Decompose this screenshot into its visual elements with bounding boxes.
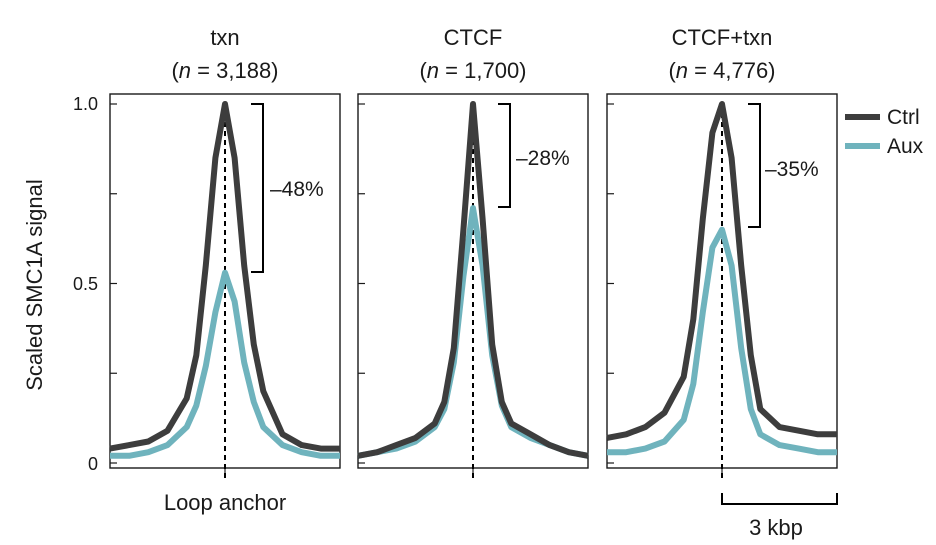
panel-subtitle: (n = 1,700) — [419, 58, 526, 83]
y-tick-label-0: 0 — [88, 454, 98, 474]
panel-subtitle: (n = 4,776) — [668, 58, 775, 83]
panel-ctcf-txn: CTCF+txn (n = 4,776) –35% — [606, 25, 838, 482]
n-value: = 3,188) — [197, 58, 278, 83]
panel-txn: txn (n = 3,188) –48% — [109, 25, 341, 482]
n-value: = 1,700) — [445, 58, 526, 83]
reduction-label: –35% — [765, 158, 819, 181]
reduction-label: –28% — [516, 147, 570, 170]
legend-label-ctrl: Ctrl — [887, 106, 920, 129]
n-symbol: n — [676, 58, 688, 83]
y-ticks — [110, 103, 226, 476]
aux-line — [607, 226, 837, 456]
aux-line — [110, 269, 340, 459]
panel-ctcf: CTCF (n = 1,700) –28% — [357, 25, 589, 482]
panel-title: CTCF — [444, 25, 503, 50]
reduction-label: –48% — [270, 178, 324, 201]
panel-title: CTCF+txn — [672, 25, 773, 50]
reduction-bracket — [251, 103, 264, 273]
x-axis-label: Loop anchor — [164, 490, 286, 515]
n-value: = 4,776) — [694, 58, 775, 83]
reduction-bracket — [748, 103, 761, 228]
scale-bar-label: 3 kbp — [749, 515, 803, 540]
y-tick-label-0-5: 0.5 — [73, 274, 98, 294]
reduction-bracket — [498, 103, 511, 208]
n-symbol: n — [179, 58, 191, 83]
panel-subtitle: (n = 3,188) — [171, 58, 278, 83]
ctrl-line — [606, 101, 837, 441]
y-ticks — [607, 103, 723, 476]
legend-label-aux: Aux — [887, 135, 924, 158]
ctrl-line — [357, 101, 589, 459]
scale-bar — [721, 493, 838, 505]
legend: Ctrl Aux — [845, 106, 924, 158]
n-symbol: n — [427, 58, 439, 83]
y-axis-label: Scaled SMC1A signal — [22, 179, 47, 391]
ctrl-line — [109, 101, 340, 452]
panel-title: txn — [210, 25, 239, 50]
y-tick-label-1: 1.0 — [73, 94, 98, 114]
